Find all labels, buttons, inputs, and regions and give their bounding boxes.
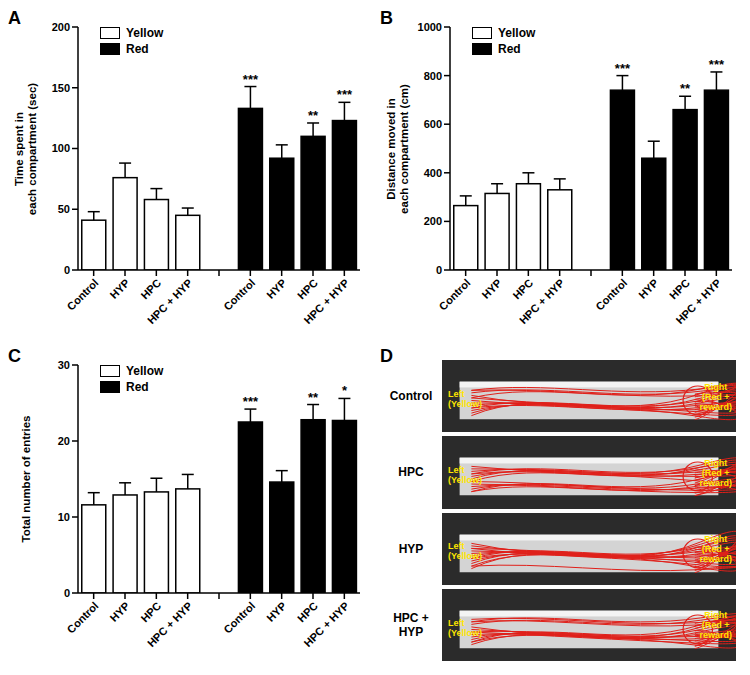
html-text:C: C: [8, 346, 21, 366]
svg-text:HPC + HYP: HPC + HYP: [301, 599, 351, 649]
svg-text:800: 800: [424, 70, 442, 82]
svg-text:HYP: HYP: [479, 276, 503, 300]
svg-text:***: ***: [337, 87, 353, 102]
svg-text:0: 0: [436, 264, 442, 276]
html-text:Time spent in each compartment: Time spent in each compartment (sec): [13, 82, 38, 215]
svg-text:0: 0: [64, 264, 70, 276]
svg-text:HPC: HPC: [138, 599, 163, 624]
html-text:A: A: [8, 8, 21, 28]
html-text:Yellow: Yellow: [498, 26, 536, 40]
svg-text:HPC + HYP: HPC + HYP: [517, 276, 567, 326]
svg-text:HPC + HYP: HPC + HYP: [301, 276, 351, 326]
svg-text:Control: Control: [64, 599, 100, 635]
svg-text:HYP: HYP: [636, 276, 660, 300]
html-text:Left (Yellow): Left (Yellow): [448, 388, 482, 409]
svg-text:HPC: HPC: [667, 276, 692, 301]
svg-text:200: 200: [52, 21, 70, 33]
svg-text:50: 50: [58, 203, 70, 215]
html-text:B: B: [380, 8, 393, 28]
html-text:HPC + HYP: HPC + HYP: [393, 610, 429, 639]
svg-text:HYP: HYP: [107, 599, 131, 623]
svg-text:*: *: [342, 383, 348, 398]
svg-text:10: 10: [58, 511, 70, 523]
svg-text:Control: Control: [221, 599, 257, 635]
html-text:Total number of entries: Total number of entries: [19, 415, 32, 543]
html-text:D: D: [380, 346, 393, 366]
svg-text:100: 100: [52, 142, 70, 154]
svg-text:***: ***: [615, 61, 631, 76]
svg-text:150: 150: [52, 82, 70, 94]
html-text:Right (Red + reward): Right (Red + reward): [699, 457, 732, 488]
svg-text:Control: Control: [64, 276, 100, 312]
svg-text:HPC + HYP: HPC + HYP: [673, 276, 723, 326]
svg-text:HYP: HYP: [264, 599, 288, 623]
svg-text:HPC + HYP: HPC + HYP: [145, 599, 195, 649]
svg-text:**: **: [308, 108, 319, 123]
svg-text:HPC: HPC: [295, 599, 320, 624]
html-text:Right (Red + reward): Right (Red + reward): [699, 610, 732, 641]
html-text:HPC: HPC: [398, 465, 424, 480]
html-text:Left (Yellow): Left (Yellow): [448, 465, 482, 486]
html-text:Right (Red + reward): Right (Red + reward): [699, 381, 732, 412]
svg-text:0: 0: [64, 587, 70, 599]
svg-text:HYP: HYP: [264, 276, 288, 300]
svg-text:Control: Control: [221, 276, 257, 312]
svg-text:Control: Control: [436, 276, 472, 312]
svg-text:HPC: HPC: [295, 276, 320, 301]
html-text:Yellow: Yellow: [126, 26, 164, 40]
svg-text:200: 200: [424, 215, 442, 227]
svg-text:HYP: HYP: [107, 276, 131, 300]
svg-text:HPC + HYP: HPC + HYP: [145, 276, 195, 326]
html-text:Control: Control: [389, 389, 433, 404]
svg-text:600: 600: [424, 118, 442, 130]
svg-text:***: ***: [243, 72, 259, 87]
svg-text:400: 400: [424, 167, 442, 179]
html-text:Yellow: Yellow: [126, 364, 164, 378]
svg-text:1000: 1000: [418, 21, 442, 33]
svg-text:HPC: HPC: [510, 276, 535, 301]
svg-text:**: **: [308, 390, 319, 405]
html-text:Red: Red: [498, 42, 521, 56]
html-text:Left (Yellow): Left (Yellow): [448, 541, 482, 562]
svg-text:20: 20: [58, 435, 70, 447]
html-text:Red: Red: [126, 42, 149, 56]
html-text:Right (Red + reward): Right (Red + reward): [699, 534, 732, 565]
svg-text:***: ***: [709, 57, 725, 72]
svg-text:30: 30: [58, 359, 70, 371]
html-text:Distance moved in each compart: Distance moved in each compartment (cm): [385, 83, 410, 214]
svg-text:HPC: HPC: [138, 276, 163, 301]
html-text:Red: Red: [126, 380, 149, 394]
html-text:HYP: HYP: [398, 541, 424, 556]
svg-text:**: **: [680, 81, 691, 96]
svg-text:***: ***: [243, 394, 259, 409]
html-text:Left (Yellow): Left (Yellow): [448, 617, 482, 638]
svg-text:Control: Control: [593, 276, 629, 312]
